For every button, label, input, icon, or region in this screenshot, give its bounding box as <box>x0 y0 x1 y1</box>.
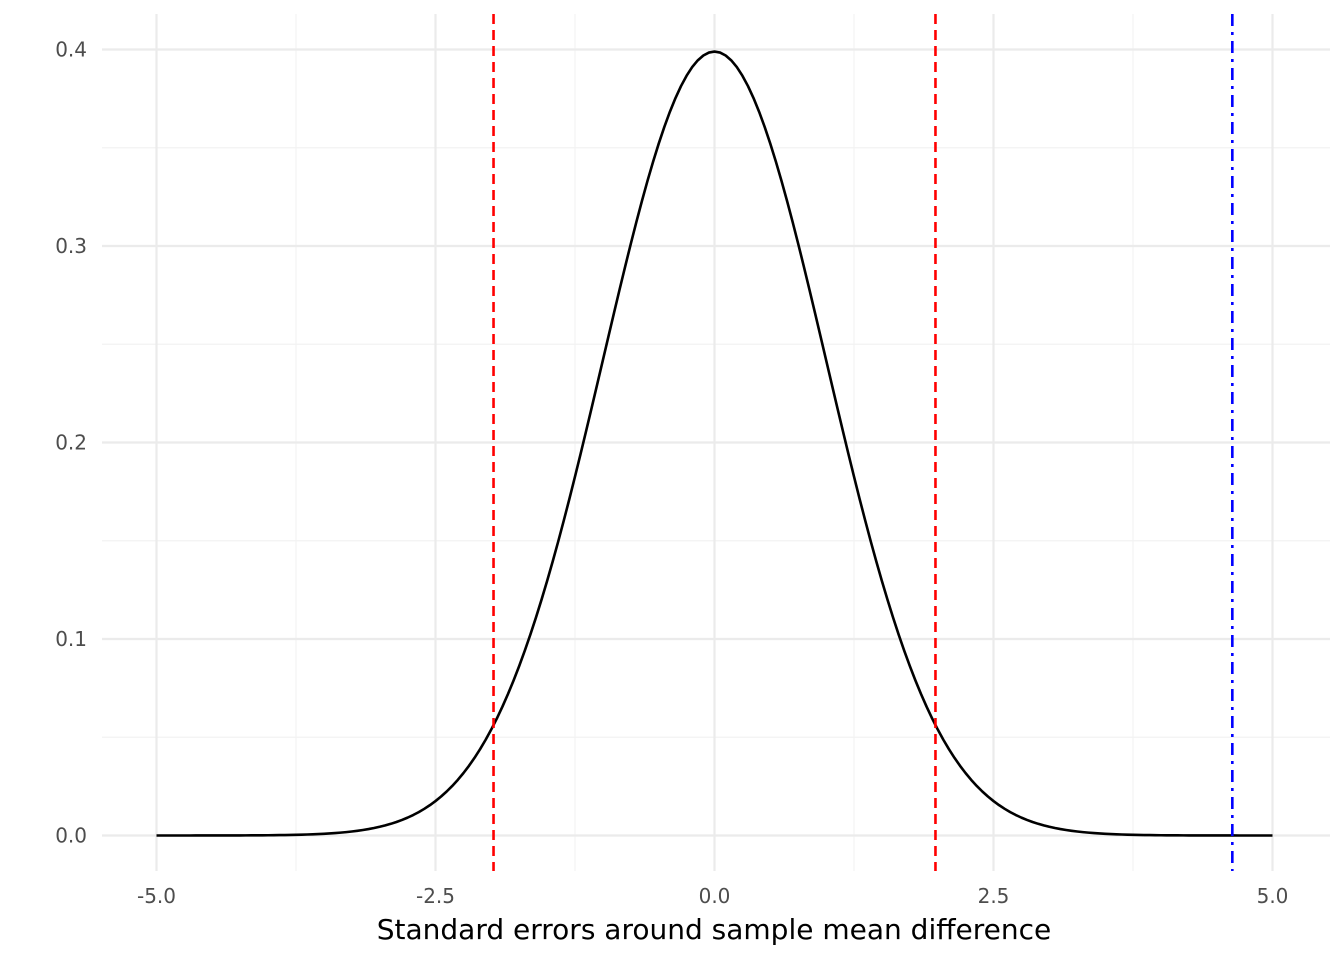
density-curve <box>156 50 1273 837</box>
y-tick-label: 0.3 <box>55 234 87 258</box>
x-tick-label: 2.5 <box>978 884 1010 908</box>
y-axis-ticks: 0.0 0.1 0.2 0.3 0.4 <box>55 38 87 848</box>
x-tick-label: -5.0 <box>137 884 176 908</box>
grid <box>102 14 1330 871</box>
y-tick-label: 0.2 <box>55 431 87 455</box>
y-tick-label: 0.4 <box>55 38 87 62</box>
x-axis-title: Standard errors around sample mean diffe… <box>377 913 1051 946</box>
x-axis-ticks: -5.0 -2.5 0.0 2.5 5.0 <box>137 884 1288 908</box>
x-tick-label: 0.0 <box>699 884 731 908</box>
y-tick-label: 0.0 <box>55 824 87 848</box>
x-tick-label: 5.0 <box>1257 884 1289 908</box>
density-series <box>156 50 1273 837</box>
y-tick-label: 0.1 <box>55 627 87 651</box>
x-tick-label: -2.5 <box>416 884 455 908</box>
reference-lines <box>492 14 1234 871</box>
